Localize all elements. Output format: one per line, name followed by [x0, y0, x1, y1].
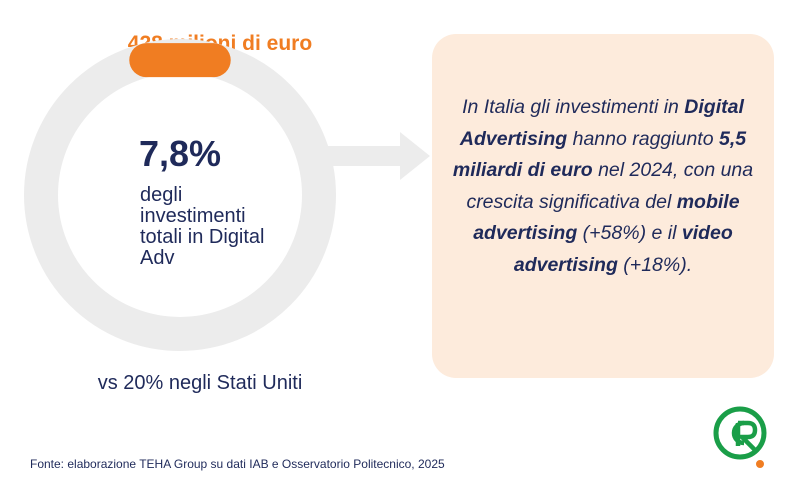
card-text-1: In Italia gli investimenti in	[462, 96, 685, 118]
us-comparison: vs 20% negli Stati Uniti	[97, 372, 303, 394]
share-description: degli investimenti totali in Digital Adv	[140, 184, 265, 269]
summary-card: In Italia gli investimenti in Digital Ad…	[432, 34, 774, 378]
source-note: Fonte: elaborazione TEHA Group su dati I…	[30, 457, 445, 471]
card-text-3: nel 2024, con una crescita significativa…	[466, 159, 754, 213]
share-percentage: 7,8%	[138, 133, 222, 174]
cr-logo-icon	[713, 406, 767, 468]
card-bold-digital-advertising: Digital Advertising	[459, 96, 744, 150]
card-bold-mobile: mobile advertising	[473, 190, 740, 245]
arrow-right-icon	[312, 132, 430, 180]
card-text-4: (+58%) e il	[577, 222, 682, 244]
card-bold-amount: 5,5 miliardi di euro	[452, 127, 747, 182]
card-text-2: hanno raggiunto	[567, 127, 719, 150]
card-bold-video: video advertising	[513, 222, 733, 276]
card-text-5: (+18%).	[617, 253, 693, 276]
